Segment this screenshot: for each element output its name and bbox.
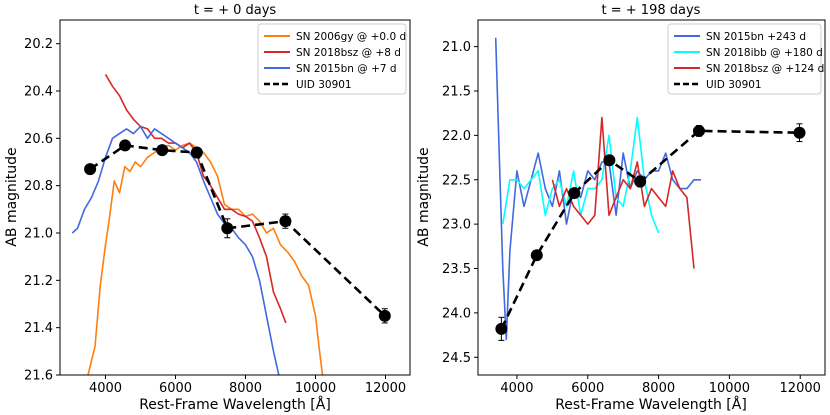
- spectrum-line-1: [494, 37, 702, 341]
- left-axes: 4000 6000 8000 10000 12000 20.2 20.4 20.6 20.8 21…: [24, 37, 406, 396]
- y-tick-label: 23.0: [442, 218, 471, 233]
- x-tick-label: 8000: [229, 381, 262, 396]
- spectrum-line-3: [71, 125, 280, 375]
- x-tick-label: 10000: [709, 381, 750, 396]
- y-tick-label: 20.6: [24, 132, 53, 147]
- y-tick-label: 21.0: [442, 40, 471, 55]
- left-plot-area: [71, 73, 391, 375]
- photometry-point: [279, 215, 292, 228]
- photometry-point: [568, 187, 581, 200]
- photometry-line: [500, 129, 800, 330]
- photometry-point: [84, 163, 97, 176]
- photometry-point: [603, 154, 616, 167]
- left-ylabel: AB magnitude: [4, 147, 20, 246]
- y-tick-label: 21.4: [24, 321, 53, 336]
- right-xlabel: Rest-Frame Wavelength [Å]: [555, 396, 747, 413]
- photometry-point: [793, 126, 806, 139]
- legend-label: SN 2018bsz @ +8 d: [296, 47, 401, 59]
- left-legend: SN 2006gy @ +0.0 d SN 2018bsz @ +8 d SN 20…: [257, 23, 407, 95]
- spectrum-line-2: [104, 73, 287, 324]
- photometry-point: [634, 175, 647, 188]
- y-tick-label: 20.2: [24, 37, 53, 52]
- photometry-point: [378, 309, 391, 322]
- photometry-point: [156, 144, 169, 157]
- x-tick-label: 12000: [780, 381, 821, 396]
- right-axes: 4000 6000 8000 10000 12000 21.0 21.5 22.0 22.5 23…: [442, 40, 821, 396]
- photometry-point: [119, 139, 132, 152]
- legend-label: SN 2006gy @ +0.0 d: [296, 31, 406, 43]
- y-tick-label: 22.0: [442, 129, 471, 144]
- legend-label: UID 30901: [706, 79, 762, 91]
- y-tick-label: 21.0: [24, 227, 53, 242]
- photometry-point: [692, 124, 705, 137]
- y-tick-label: 20.8: [24, 179, 53, 194]
- x-tick-label: 8000: [642, 381, 675, 396]
- legend-label: SN 2015bn @ +7 d: [296, 63, 397, 75]
- x-tick-label: 12000: [365, 381, 406, 396]
- photometry-point: [530, 249, 543, 262]
- right-ylabel: AB magnitude: [416, 147, 432, 246]
- right-legend: SN 2015bn +243 d SN 2018ibb @ +180 d SN 20…: [667, 23, 824, 95]
- x-tick-label: 4000: [89, 381, 122, 396]
- x-tick-label: 6000: [159, 381, 192, 396]
- photometry-point: [221, 222, 234, 235]
- legend-box: [257, 23, 407, 95]
- x-tick-label: 6000: [571, 381, 604, 396]
- y-tick-label: 21.2: [24, 274, 53, 289]
- y-tick-label: 22.5: [442, 173, 471, 188]
- right-plot-frame: [477, 19, 826, 376]
- y-tick-label: 20.4: [24, 85, 53, 100]
- left-xlabel: Rest-Frame Wavelength [Å]: [139, 396, 331, 413]
- legend-label: SN 2018ibb @ +180 d: [706, 47, 823, 59]
- legend-label: SN 2015bn +243 d: [706, 31, 806, 43]
- y-tick-label: 21.5: [442, 85, 471, 100]
- legend-label: UID 30901: [296, 79, 352, 91]
- left-plot-frame: [59, 19, 411, 376]
- right-panel: t = + 198 days 4000 6000 8000 10000 12000 21.…: [416, 3, 826, 413]
- y-tick-label: 23.5: [442, 262, 471, 277]
- left-panel-title: t = + 0 days: [194, 3, 277, 18]
- x-tick-label: 10000: [295, 381, 336, 396]
- photometry-point: [495, 322, 508, 335]
- right-panel-title: t = + 198 days: [602, 3, 701, 18]
- left-panel: t = + 0 days 4000 6000 8000 10000 12000 20.2 2…: [4, 3, 411, 413]
- y-tick-label: 24.0: [442, 306, 471, 321]
- x-tick-label: 4000: [500, 381, 533, 396]
- photometry-point: [190, 146, 203, 159]
- y-tick-label: 21.6: [24, 369, 53, 384]
- y-tick-label: 24.5: [442, 351, 471, 366]
- right-plot-area: [494, 37, 806, 341]
- photometry-line: [89, 144, 386, 317]
- spectrum-line-3: [551, 116, 695, 269]
- legend-box: [667, 23, 822, 95]
- legend-label: SN 2018bsz @ +124 d: [706, 63, 824, 75]
